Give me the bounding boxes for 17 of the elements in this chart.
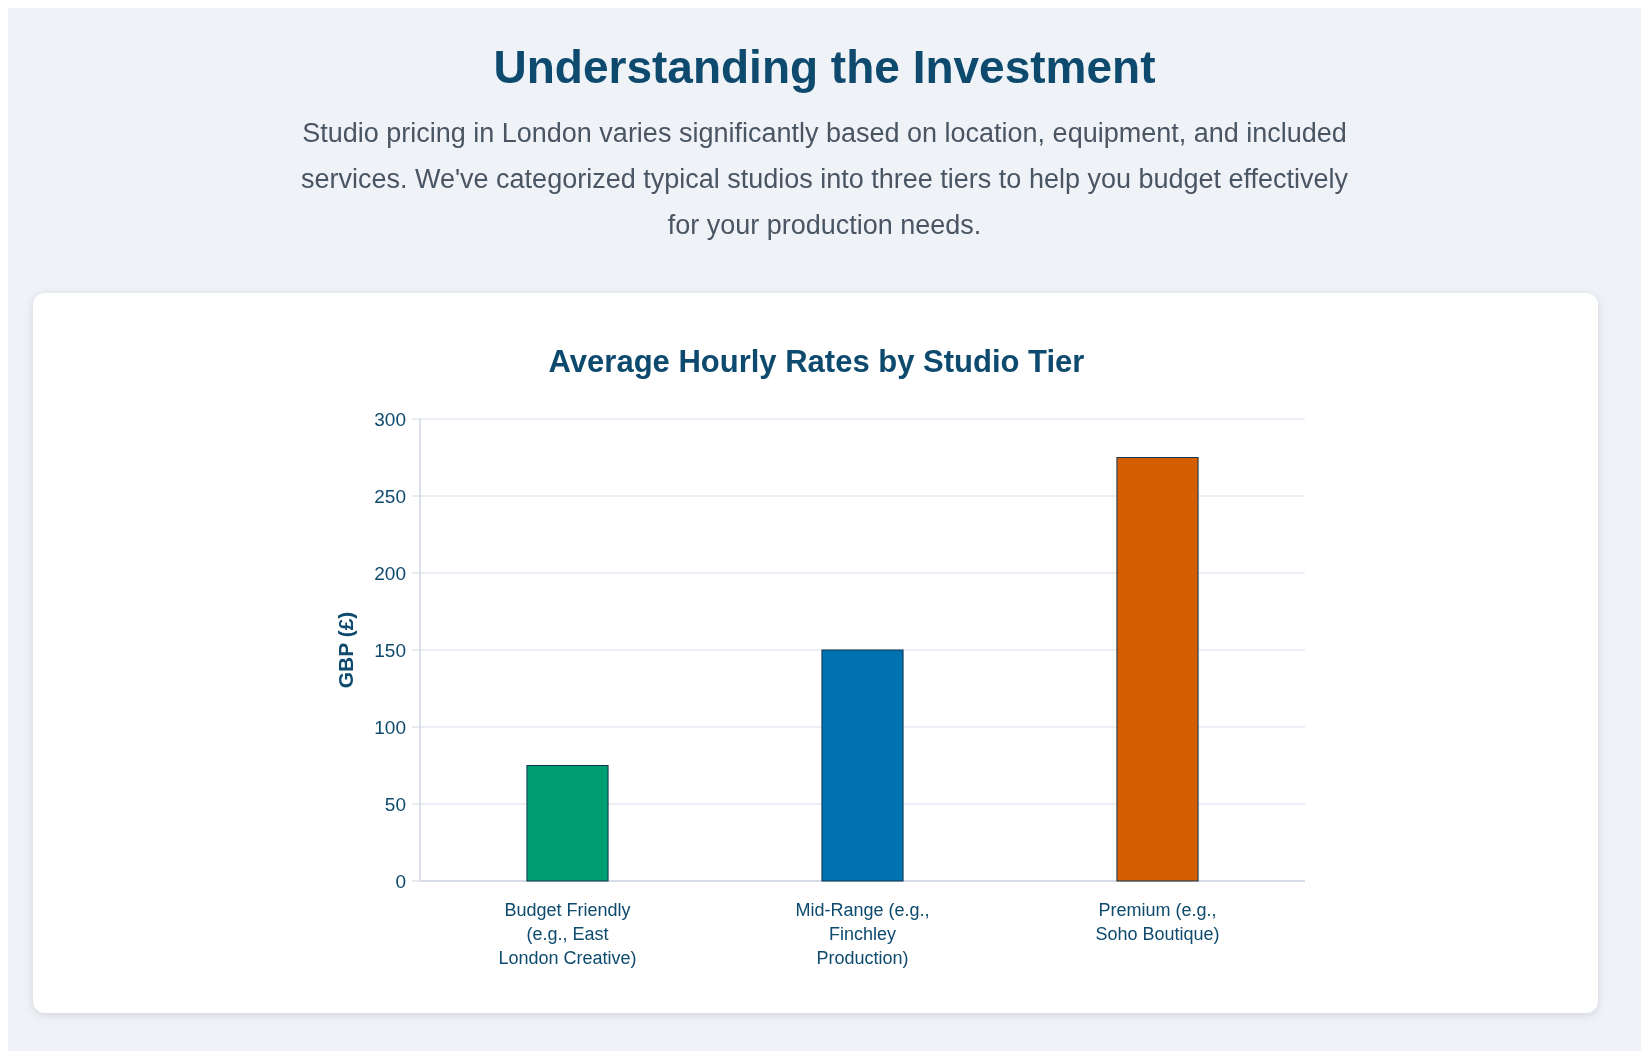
y-tick-label: 100 (374, 716, 406, 738)
y-tick-label: 0 (395, 870, 406, 892)
text: Studio pricing in London varies significantly based on location, equipment, and included services. We've categorized typical studios into three tiers to help you budget effectively for your production needs. (300, 118, 1349, 240)
bar (526, 765, 609, 882)
x-tick-label: Premium (e.g., Soho Boutique) (1095, 900, 1220, 944)
y-tick-label: 150 (374, 639, 406, 661)
x-tick-label: Mid-Range (e.g., Finchley Production) (795, 900, 930, 968)
text: Understanding the Investment (493, 41, 1156, 93)
chart-title: Average Hourly Rates by Studio Tier (548, 344, 1085, 379)
y-tick-label: 250 (374, 485, 406, 507)
y-axis-title: GBP (£) (334, 611, 358, 689)
bar (821, 649, 904, 882)
y-tick-label: 300 (374, 408, 406, 430)
y-tick-label: 200 (374, 562, 406, 584)
y-tick-label: 50 (384, 793, 406, 815)
x-tick-label: Budget Friendly (e.g., East London Creative) (498, 900, 637, 968)
bar (1116, 457, 1199, 882)
